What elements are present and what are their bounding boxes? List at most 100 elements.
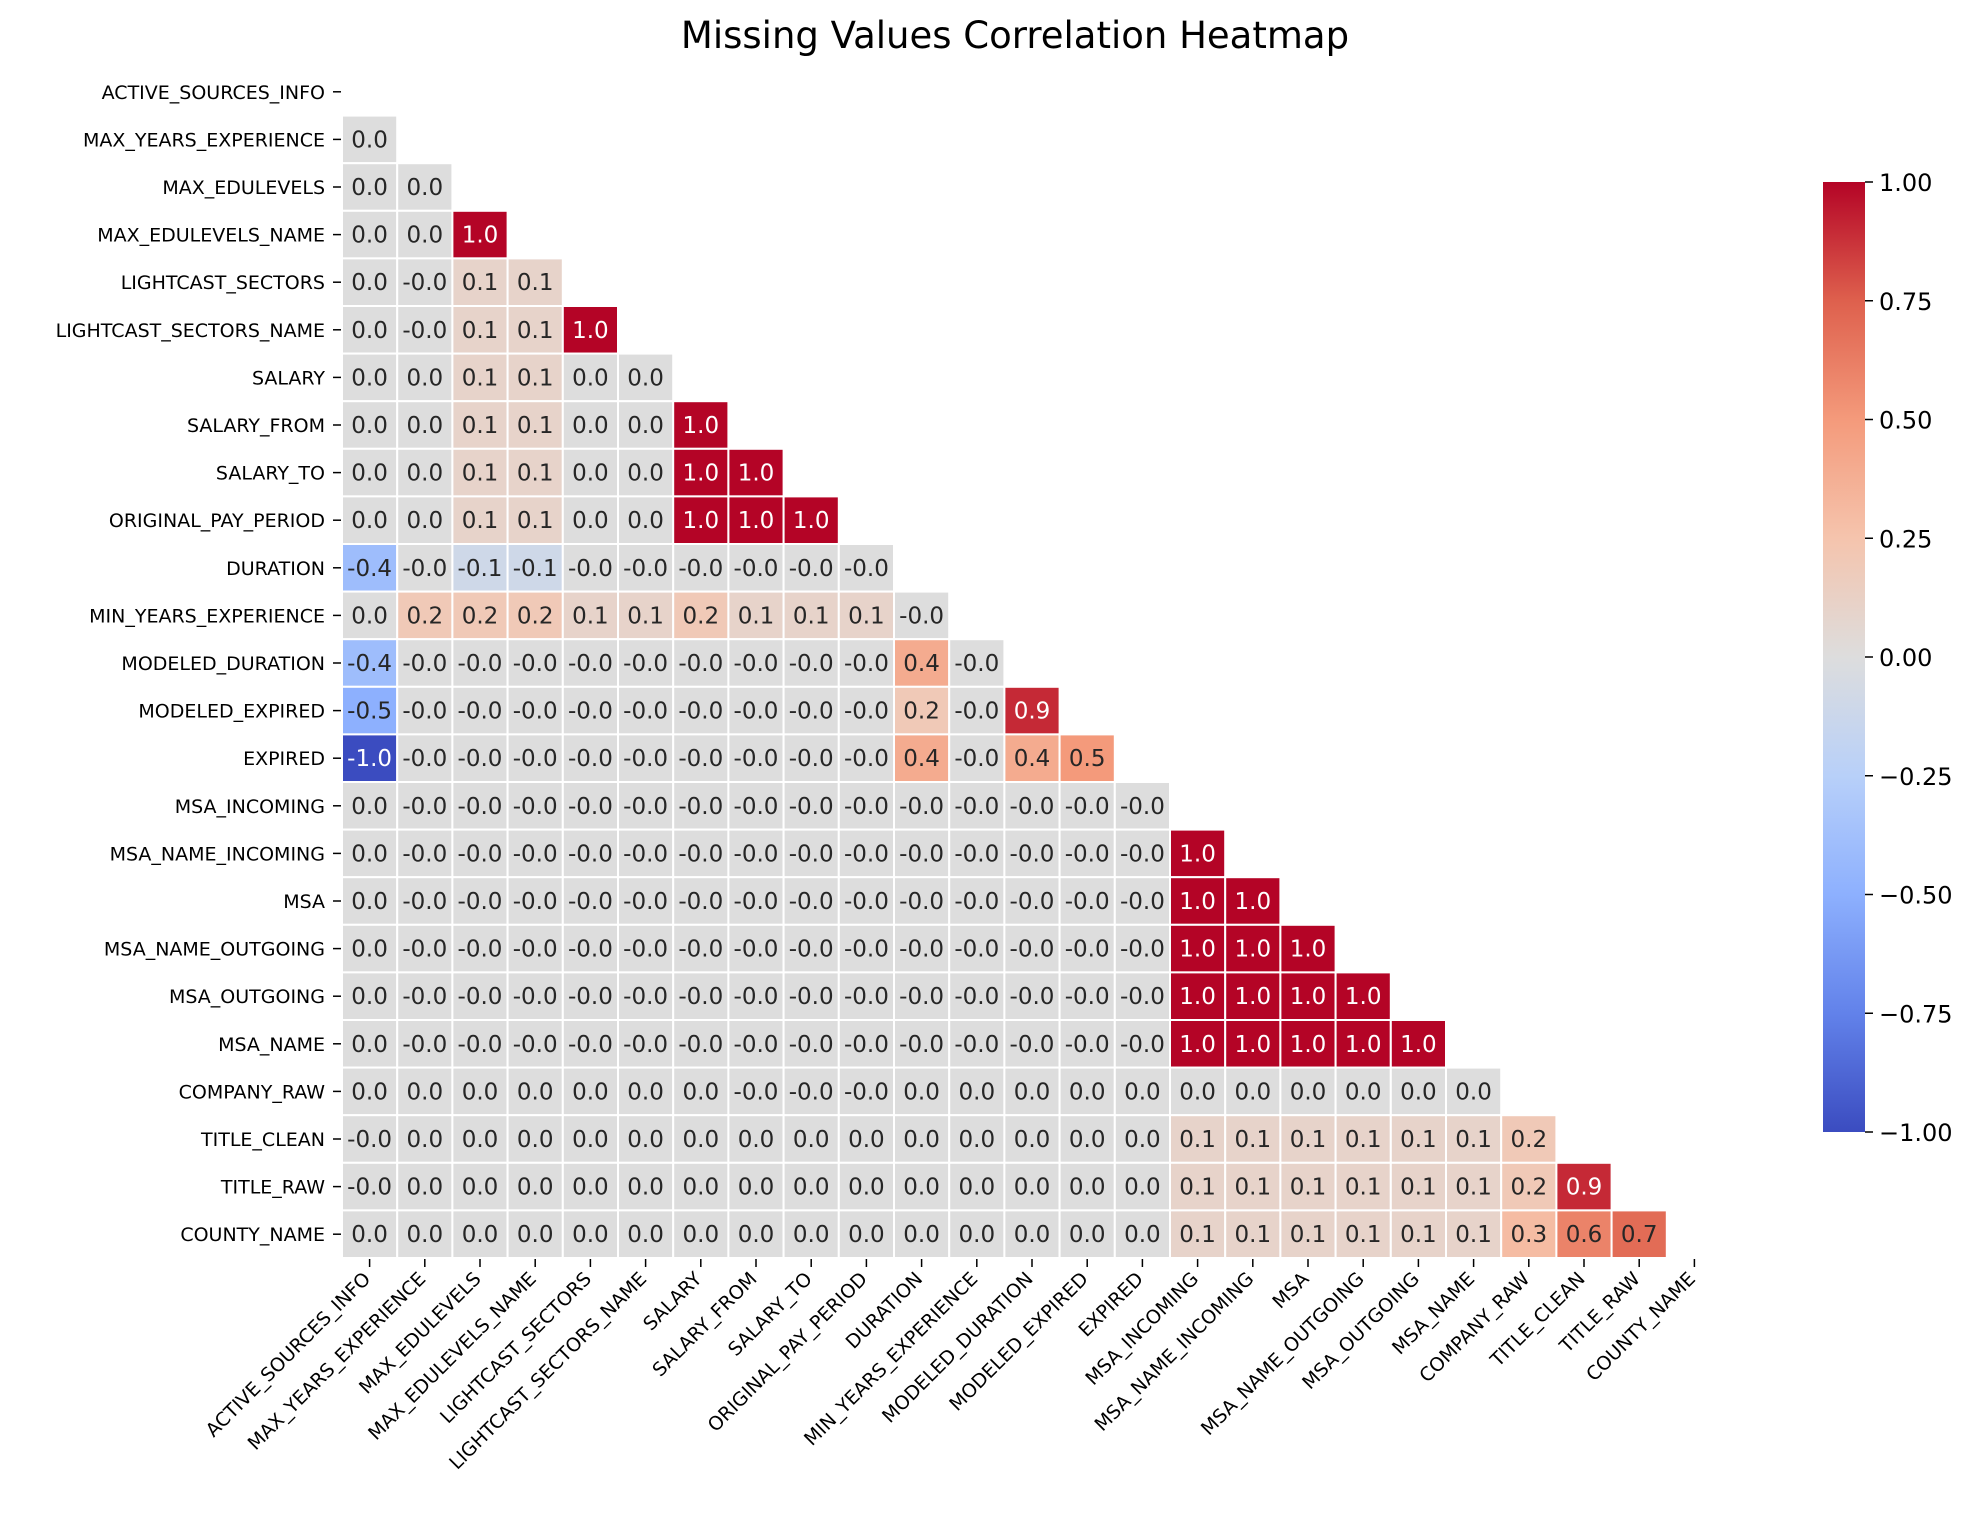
heatmap-cell-modeled-duration-min-years-experience (948, 638, 1006, 688)
cell-value-label: 0.4 (1014, 746, 1051, 772)
heatmap-cell-modeled-expired-max-edulevels-name (506, 685, 564, 736)
cell-value-label: -0.0 (789, 556, 834, 582)
heatmap-cell-msa-duration (893, 876, 951, 926)
heatmap-cell-company-raw-min-years-experience (948, 1066, 1006, 1117)
cell-value-label: -0.0 (402, 699, 447, 725)
heatmap-cell-msa-name-incoming-active-sources-info (341, 828, 399, 879)
heatmap-cell-msa-incoming-expired (1113, 781, 1172, 831)
y-tick-label-msa-name-outgoing: MSA_NAME_OUTGOING (104, 939, 325, 961)
heatmap-cell-msa-max-edulevels (451, 876, 509, 926)
cell-value-label: 0.0 (572, 1175, 609, 1201)
heatmap-cell-company-raw-lightcast-sectors-name (617, 1066, 675, 1117)
heatmap-cell-msa-min-years-experience (948, 876, 1006, 926)
heatmap-cell-modeled-duration-active-sources-info (341, 638, 399, 688)
heatmap-cell-title-clean-max-edulevels-name (506, 1114, 564, 1164)
cell-value-label: 0.1 (462, 270, 499, 296)
cell-value-label: -0.0 (402, 651, 447, 677)
cell-value-label: -0.0 (734, 937, 779, 963)
heatmap-cell-max-edulevels-name-max-edulevels (451, 209, 509, 260)
cell-value-label: -0.0 (844, 794, 889, 820)
y-tick-label-msa-name: MSA_NAME (218, 1034, 325, 1056)
cell-value-label: 0.0 (683, 1079, 720, 1105)
heatmap-cell-msa-name-max-edulevels-name (506, 1019, 564, 1069)
heatmap-cell-county-name-salary-to (782, 1209, 840, 1260)
cell-value-label: -0.0 (789, 889, 834, 915)
cell-value-label: 0.9 (1014, 699, 1051, 725)
heatmap-cell-msa-outgoing-lightcast-sectors (561, 971, 619, 1022)
cell-value-label: 0.0 (1124, 1175, 1161, 1201)
heatmap-cell-company-raw-msa-incoming (1169, 1066, 1227, 1117)
cell-value-label: -0.0 (844, 651, 889, 677)
cell-value-label: 0.1 (572, 603, 609, 629)
cell-value-label: -0.0 (458, 794, 503, 820)
cell-value-label: -0.0 (1010, 1032, 1055, 1058)
cell-value-label: 0.0 (351, 461, 388, 487)
cell-value-label: -0.0 (623, 889, 668, 915)
colorbar-tick-label: 0.00 (1879, 644, 1932, 672)
heatmap-cell-msa-name-lightcast-sectors (561, 1019, 619, 1069)
cell-value-label: -0.0 (513, 794, 558, 820)
heatmap-cell-msa-name-incoming-salary-to (782, 828, 840, 879)
cell-value-label: 0.1 (793, 603, 830, 629)
heatmap-cell-county-name-expired (1113, 1209, 1172, 1260)
heatmap-cell-county-name-salary-from (727, 1209, 785, 1260)
cell-value-label: 0.0 (627, 1079, 664, 1105)
heatmap-cell-modeled-duration-lightcast-sectors-name (617, 638, 675, 688)
cell-value-label: -0.0 (734, 699, 779, 725)
cell-value-label: 0.5 (1069, 746, 1106, 772)
heatmap-cell-county-name-max-years-experience (396, 1209, 454, 1260)
cell-value-label: 0.0 (1235, 1079, 1272, 1105)
cell-value-label: 0.2 (1511, 1175, 1548, 1201)
heatmap-cell-county-name-modeled-duration (1003, 1209, 1061, 1260)
cell-value-label: -0.0 (954, 937, 999, 963)
cell-value-label: 0.0 (407, 1079, 444, 1105)
cell-value-label: -0.0 (899, 841, 944, 867)
y-axis-tick-labels: ACTIVE_SOURCES_INFO MAX_YEARS_EXPERIENCE M… (56, 82, 341, 1246)
cell-value-label: 0.0 (793, 1175, 830, 1201)
cell-value-label: 0.1 (1290, 1222, 1327, 1248)
heatmap-cell-modeled-duration-duration (893, 638, 951, 688)
cell-value-label: -0.0 (954, 841, 999, 867)
cell-value-label: 1.0 (1345, 984, 1382, 1010)
heatmap-cell-msa-name-incoming-salary (672, 828, 730, 879)
cell-value-label: -0.0 (402, 1032, 447, 1058)
cell-value-label: -0.0 (568, 746, 613, 772)
heatmap-cell-title-raw-salary (672, 1161, 730, 1212)
heatmap-cell-modeled-expired-original-pay-period (837, 685, 895, 736)
cell-value-label: 1.0 (1179, 937, 1216, 963)
heatmap-cell-msa-name-active-sources-info (341, 1019, 399, 1069)
heatmap-cell-msa-name-outgoing-salary-from (727, 923, 785, 974)
heatmap-cell-msa-name-salary (672, 1019, 730, 1069)
heatmap-cell-title-raw-original-pay-period (837, 1161, 895, 1212)
cell-value-label: 1.0 (1235, 984, 1272, 1010)
cell-value-label: 1.0 (1235, 937, 1272, 963)
cell-value-label: 1.0 (1179, 841, 1216, 867)
cell-value-label: -0.0 (1120, 1032, 1165, 1058)
cell-value-label: 0.0 (959, 1222, 996, 1248)
heatmap-cell-salary-lightcast-sectors-name (617, 352, 675, 403)
cell-value-label: 0.1 (1290, 1175, 1327, 1201)
cell-value-label: -0.0 (844, 984, 889, 1010)
cell-value-label: 0.0 (407, 1127, 444, 1153)
cell-value-label: -0.0 (789, 794, 834, 820)
heatmap-cell-title-raw-salary-from (727, 1161, 785, 1212)
cell-value-label: -0.0 (678, 651, 723, 677)
heatmap-cell-modeled-duration-salary (672, 638, 730, 688)
cell-value-label: -0.0 (347, 1127, 392, 1153)
cell-value-label: -0.0 (513, 841, 558, 867)
heatmap-cell-company-raw-salary (672, 1066, 730, 1117)
cell-value-label: -0.0 (568, 937, 613, 963)
heatmap-cell-title-raw-msa-name-outgoing (1334, 1161, 1392, 1212)
cell-value-label: -0.0 (678, 937, 723, 963)
cell-value-label: 0.7 (1621, 1222, 1658, 1248)
cell-value-label: -0.0 (1120, 794, 1165, 820)
heatmap-cell-expired-lightcast-sectors (561, 733, 619, 784)
cell-value-label: 0.0 (1069, 1175, 1106, 1201)
colorbar-tick-label: −1.00 (1879, 1119, 1953, 1147)
cell-value-label: 0.0 (683, 1175, 720, 1201)
heatmap-cell-modeled-expired-duration (893, 685, 951, 736)
heatmap-cell-msa-name-outgoing-max-years-experience (396, 923, 454, 974)
y-tick-label-expired: EXPIRED (243, 748, 325, 770)
colorbar-tick-label: −0.75 (1879, 1000, 1953, 1028)
cell-value-label: -0.0 (568, 841, 613, 867)
